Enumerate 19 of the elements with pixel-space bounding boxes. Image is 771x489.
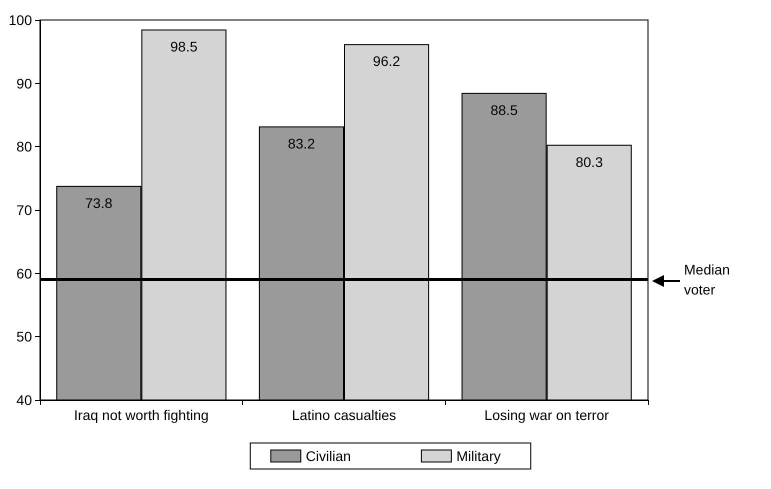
y-tick-label: 90 bbox=[16, 75, 32, 92]
data-label: 83.2 bbox=[288, 135, 316, 152]
ref-line-label: Median voter bbox=[684, 262, 734, 298]
data-label: 96.2 bbox=[372, 53, 400, 70]
data-label: 73.8 bbox=[85, 194, 113, 211]
y-tick-label: 80 bbox=[16, 138, 32, 155]
legend-label: Military bbox=[456, 448, 501, 464]
y-tick-label: 60 bbox=[16, 265, 32, 282]
y-tick-label: 50 bbox=[16, 328, 32, 345]
y-tick-label: 40 bbox=[16, 392, 32, 408]
legend-label: Civilian bbox=[306, 448, 351, 464]
y-tick-label: 100 bbox=[8, 12, 32, 28]
data-label: 88.5 bbox=[490, 102, 518, 118]
data-label: 98.5 bbox=[170, 38, 198, 54]
data-label: 80.3 bbox=[576, 154, 604, 170]
x-tick-label: Losing war on terror bbox=[484, 407, 610, 423]
y-tick-label: 70 bbox=[16, 202, 32, 218]
x-tick-label: Latino casualties bbox=[292, 407, 396, 423]
x-tick-label: Iraq not worth fighting bbox=[74, 407, 209, 423]
